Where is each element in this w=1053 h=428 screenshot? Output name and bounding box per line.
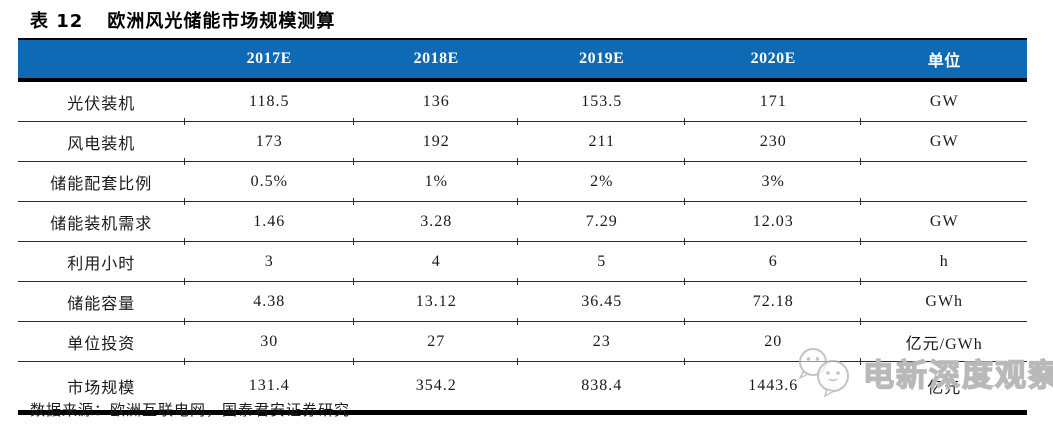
value-cell: 3 bbox=[183, 238, 354, 282]
value-cell: 0.5% bbox=[183, 158, 354, 202]
value-cell: 153.5 bbox=[581, 92, 623, 110]
column-header: 2020E bbox=[684, 39, 862, 82]
value-cell: 136 bbox=[422, 92, 450, 110]
unit-cell: 亿元/GWh bbox=[860, 318, 1027, 362]
row-label: 单位投资 bbox=[18, 321, 185, 362]
table-row: 市场规模 131.4 354.2 838.4 1443.6 亿元 bbox=[18, 358, 1027, 413]
table-title-text: 欧洲风光储能市场规模测算 bbox=[107, 11, 336, 32]
value-cell: 131.4 bbox=[183, 358, 354, 413]
row-label: 市场规模 bbox=[18, 361, 185, 413]
corner-cell bbox=[18, 39, 185, 82]
table-row: 储能装机需求 1.46 3.28 7.29 12.03 GW bbox=[18, 198, 1027, 242]
value-cell: 30 bbox=[183, 318, 354, 362]
value-cell: 12.03 bbox=[683, 198, 862, 242]
row-label: 利用小时 bbox=[18, 241, 185, 282]
row-label: 储能装机需求 bbox=[18, 201, 185, 242]
value-cell: 171 bbox=[759, 92, 787, 110]
value-cell: 192 bbox=[352, 118, 519, 162]
data-table: 2017E 2018E 2019E 2020E 单位 光伏装机 118.5 136 153.5… bbox=[18, 38, 1027, 415]
table-row: 风电装机 173 192 211 230 GW bbox=[18, 118, 1027, 162]
value-cell: 2% bbox=[517, 158, 685, 202]
column-header: 2017E bbox=[184, 39, 354, 82]
unit-cell: GW bbox=[929, 92, 959, 110]
table-row: 储能容量 4.38 13.12 36.45 72.18 GWh bbox=[18, 278, 1027, 322]
value-cell: 27 bbox=[352, 318, 519, 362]
value-cell: 354.2 bbox=[352, 358, 519, 413]
table-number: 表 12 bbox=[30, 11, 84, 32]
value-cell: 6 bbox=[683, 238, 862, 282]
value-cell: 3.28 bbox=[352, 198, 519, 242]
value-cell: 5 bbox=[517, 238, 685, 282]
table-row: 利用小时 3 4 5 6 h bbox=[18, 238, 1027, 282]
unit-cell: h bbox=[860, 238, 1027, 282]
table-row: 光伏装机 118.5 136 153.5 171 GW bbox=[18, 80, 1027, 122]
table-body: 光伏装机 118.5 136 153.5 171 GW 风电装机 173 192 211 230 GW… bbox=[18, 80, 1027, 413]
value-cell: 13.12 bbox=[352, 278, 519, 322]
row-label: 光伏装机 bbox=[67, 95, 136, 113]
value-cell: 230 bbox=[683, 118, 862, 162]
unit-cell: GW bbox=[860, 118, 1027, 162]
row-label: 储能容量 bbox=[18, 281, 185, 322]
value-cell: 20 bbox=[683, 318, 862, 362]
table-header: 2017E 2018E 2019E 2020E 单位 bbox=[18, 39, 1027, 82]
value-cell: 1.46 bbox=[183, 198, 354, 242]
value-cell: 4 bbox=[352, 238, 519, 282]
column-header: 2019E bbox=[518, 39, 685, 82]
unit-cell: GWh bbox=[860, 278, 1027, 322]
value-cell: 173 bbox=[183, 118, 354, 162]
value-cell: 838.4 bbox=[517, 358, 685, 413]
value-cell: 1% bbox=[352, 158, 519, 202]
value-cell: 118.5 bbox=[249, 92, 290, 110]
value-cell: 4.38 bbox=[183, 278, 354, 322]
value-cell: 1443.6 bbox=[683, 358, 862, 413]
value-cell: 7.29 bbox=[517, 198, 685, 242]
column-header: 单位 bbox=[861, 39, 1027, 82]
source-note: 数据来源：欧洲互联电网，国泰君安证券研究 bbox=[30, 403, 351, 419]
value-cell: 23 bbox=[517, 318, 685, 362]
table-row: 单位投资 30 27 23 20 亿元/GWh bbox=[18, 318, 1027, 362]
row-label: 风电装机 bbox=[18, 121, 185, 162]
value-cell: 72.18 bbox=[683, 278, 862, 322]
table-title: 表 12 欧洲风光储能市场规模测算 bbox=[30, 7, 335, 33]
unit-cell: GW bbox=[860, 198, 1027, 242]
table-row: 储能配套比例 0.5% 1% 2% 3% bbox=[18, 158, 1027, 202]
value-cell: 36.45 bbox=[517, 278, 685, 322]
value-cell: 3% bbox=[683, 158, 862, 202]
value-cell: 211 bbox=[517, 118, 685, 162]
row-label: 储能配套比例 bbox=[18, 161, 185, 202]
unit-cell: 亿元 bbox=[860, 358, 1027, 413]
column-header: 2018E bbox=[353, 39, 519, 82]
header-row: 2017E 2018E 2019E 2020E 单位 bbox=[18, 39, 1027, 82]
unit-cell bbox=[860, 158, 1027, 202]
